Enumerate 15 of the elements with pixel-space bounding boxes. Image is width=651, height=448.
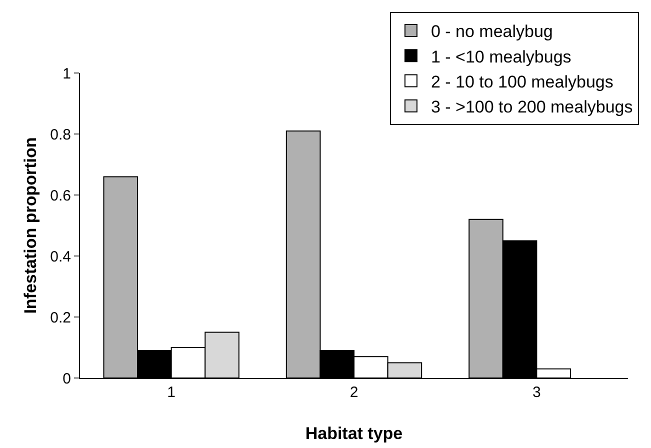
y-tick-label: 0.4	[50, 248, 71, 266]
x-tick-label: 3	[532, 384, 541, 401]
legend-label: 1 - <10 mealybugs	[430, 47, 572, 66]
x-tick-label: 1	[167, 384, 176, 401]
y-tick-label: 0.6	[50, 187, 71, 204]
x-axis-title: Habitat type	[305, 424, 403, 443]
y-tick-label: 0	[62, 370, 71, 388]
legend-label: 2 - 10 to 100 mealybugs	[430, 72, 614, 92]
y-axis-title: Infestation proportion	[21, 137, 40, 314]
y-tick-label: 0.8	[50, 126, 71, 144]
y-tick-label: 1	[62, 65, 71, 82]
legend-label: 3 - >100 to 200 mealybugs	[430, 97, 633, 116]
x-tick-label: 2	[350, 384, 358, 401]
y-tick-label: 0.2	[50, 309, 71, 326]
legend-label: 0 - no mealybug	[430, 22, 553, 42]
